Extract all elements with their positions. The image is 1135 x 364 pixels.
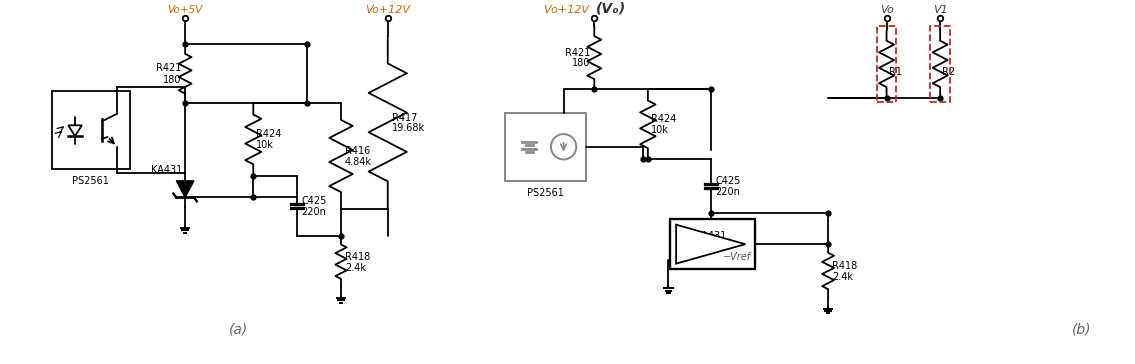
Text: PS2561: PS2561	[73, 176, 109, 186]
Text: 10k: 10k	[650, 125, 669, 135]
Text: 220n: 220n	[301, 207, 326, 217]
Text: R421: R421	[565, 48, 590, 58]
Text: 2.4k: 2.4k	[345, 262, 365, 273]
Text: Vo+5V: Vo+5V	[168, 5, 203, 15]
Text: C425: C425	[301, 196, 327, 206]
Text: 10k: 10k	[257, 140, 275, 150]
Text: R2: R2	[942, 67, 956, 77]
Text: 220n: 220n	[715, 187, 740, 197]
Polygon shape	[68, 125, 82, 136]
Text: −: −	[679, 222, 690, 235]
Text: V1: V1	[933, 5, 948, 15]
Text: 19.68k: 19.68k	[392, 123, 424, 133]
Text: R416: R416	[345, 146, 370, 156]
Text: KA431: KA431	[695, 232, 726, 241]
Polygon shape	[176, 181, 194, 197]
Text: R418: R418	[345, 252, 370, 262]
Text: 4.84k: 4.84k	[345, 157, 372, 167]
Text: Vo: Vo	[880, 5, 893, 15]
Text: R424: R424	[257, 128, 281, 139]
Polygon shape	[676, 225, 746, 264]
Bar	[931, 26, 950, 102]
Text: 180: 180	[162, 75, 182, 84]
Text: (a): (a)	[229, 323, 249, 337]
Text: Vo+12V: Vo+12V	[365, 5, 410, 15]
Text: 180: 180	[572, 59, 590, 68]
Bar	[505, 112, 587, 181]
Bar	[671, 219, 755, 269]
Bar	[52, 91, 129, 169]
Text: +: +	[679, 254, 689, 264]
Text: −Vref: −Vref	[723, 252, 751, 262]
Text: (b): (b)	[1071, 323, 1091, 337]
Text: C425: C425	[715, 176, 740, 186]
Bar	[877, 26, 897, 102]
Text: R421: R421	[155, 63, 182, 73]
Text: Vo+12V: Vo+12V	[544, 5, 592, 15]
Text: KA431: KA431	[151, 165, 183, 175]
Text: R424: R424	[650, 114, 676, 124]
Text: (Vₒ): (Vₒ)	[596, 1, 627, 15]
Text: R417: R417	[392, 112, 417, 123]
Text: R1: R1	[889, 67, 901, 77]
Text: PS2561: PS2561	[527, 188, 564, 198]
Text: R418: R418	[832, 261, 857, 271]
Text: 2.4k: 2.4k	[832, 272, 854, 282]
